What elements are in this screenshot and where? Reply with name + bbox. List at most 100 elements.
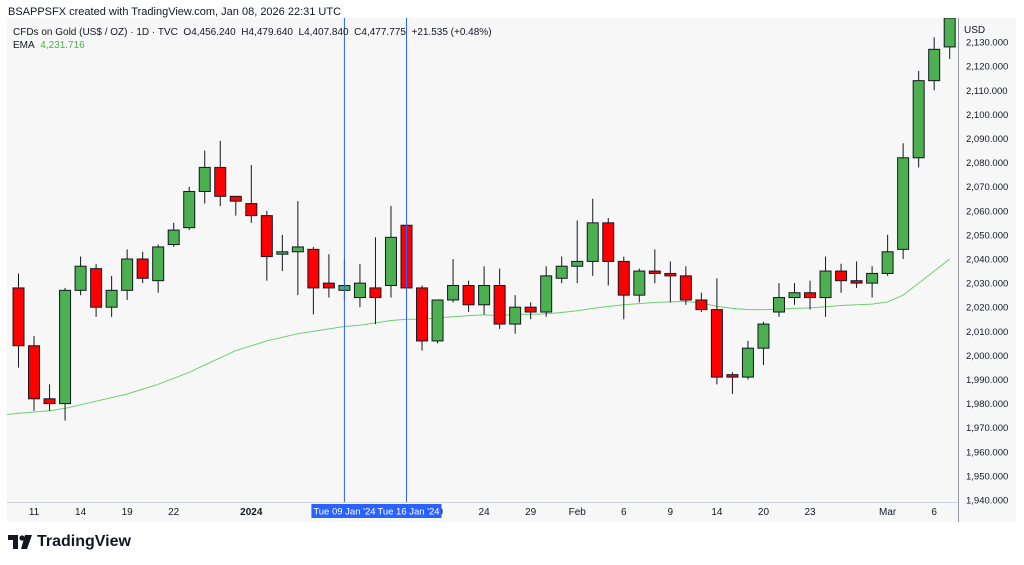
- candle[interactable]: [167, 222, 180, 247]
- candle[interactable]: [602, 218, 615, 286]
- candle[interactable]: [416, 285, 429, 351]
- candle[interactable]: [478, 266, 491, 315]
- candle[interactable]: [881, 234, 894, 276]
- tradingview-logo-icon: [8, 535, 32, 549]
- candle[interactable]: [726, 372, 739, 394]
- candle[interactable]: [586, 198, 599, 276]
- candle-body: [881, 251, 894, 274]
- candle-body: [943, 18, 956, 48]
- x-tick-label: Feb: [569, 507, 587, 518]
- candle-body: [726, 374, 739, 378]
- candle[interactable]: [571, 220, 584, 284]
- candle[interactable]: [555, 256, 568, 284]
- y-tick-label: 2,120.000: [966, 62, 1008, 73]
- candle[interactable]: [136, 251, 149, 284]
- candle[interactable]: [74, 256, 87, 296]
- candle[interactable]: [757, 321, 770, 366]
- candle[interactable]: [276, 234, 289, 272]
- candle[interactable]: [835, 263, 848, 293]
- candle[interactable]: [943, 18, 956, 59]
- candle[interactable]: [710, 278, 723, 385]
- candle[interactable]: [12, 273, 25, 368]
- candle[interactable]: [307, 246, 320, 315]
- candle[interactable]: [509, 295, 522, 334]
- candle[interactable]: [90, 263, 103, 317]
- y-tick-label: 2,020.000: [966, 303, 1008, 314]
- open-label: O: [183, 27, 192, 38]
- candle-body: [757, 323, 770, 349]
- candle[interactable]: [322, 254, 335, 298]
- candle-body: [245, 203, 258, 217]
- candle-body: [152, 246, 165, 282]
- candle[interactable]: [229, 195, 242, 216]
- candle[interactable]: [679, 266, 692, 305]
- candle[interactable]: [353, 263, 366, 308]
- candle[interactable]: [741, 340, 754, 380]
- candle-body: [524, 306, 537, 313]
- candle[interactable]: [384, 205, 397, 298]
- y-tick-label: 1,970.000: [966, 423, 1008, 434]
- y-tick-label: 2,100.000: [966, 110, 1008, 121]
- candle[interactable]: [788, 283, 801, 305]
- x-tick-label: 14: [711, 507, 723, 518]
- candle[interactable]: [291, 201, 304, 296]
- candle[interactable]: [850, 261, 863, 288]
- candle-body: [509, 306, 522, 325]
- plot-area[interactable]: [7, 18, 956, 421]
- y-tick-label: 2,000.000: [966, 351, 1008, 362]
- candle-body: [276, 251, 289, 255]
- candle[interactable]: [524, 302, 537, 320]
- candle[interactable]: [105, 275, 118, 317]
- candle-body: [447, 285, 460, 301]
- candle[interactable]: [152, 244, 165, 293]
- candle[interactable]: [431, 299, 444, 344]
- candle[interactable]: [447, 259, 460, 303]
- currency-unit[interactable]: USD: [964, 25, 986, 36]
- candle-body: [695, 299, 708, 311]
- symbol-label[interactable]: CFDs on Gold (US$ / OZ) · 1D · TVC: [13, 27, 178, 38]
- candle[interactable]: [804, 280, 817, 310]
- candle[interactable]: [633, 268, 646, 303]
- candle-body: [105, 289, 118, 308]
- candle[interactable]: [928, 37, 941, 91]
- candle[interactable]: [819, 256, 832, 317]
- tradingview-brand: TradingView: [8, 533, 131, 551]
- candle[interactable]: [648, 249, 661, 284]
- candle-body: [602, 222, 615, 262]
- candle[interactable]: [43, 384, 56, 411]
- ema-label[interactable]: EMA: [13, 40, 35, 51]
- candle[interactable]: [462, 280, 475, 313]
- candle[interactable]: [245, 165, 258, 223]
- candle[interactable]: [866, 266, 879, 298]
- x-tick-label: 23: [804, 507, 816, 518]
- candle[interactable]: [260, 210, 273, 281]
- candle-body: [214, 166, 227, 197]
- candle-body: [835, 270, 848, 282]
- candle-body: [478, 285, 491, 306]
- candle[interactable]: [540, 266, 553, 317]
- candle[interactable]: [121, 249, 134, 300]
- candle[interactable]: [369, 237, 382, 325]
- candle[interactable]: [772, 283, 785, 317]
- candle[interactable]: [59, 287, 72, 421]
- candle-body: [710, 309, 723, 378]
- candle-body: [493, 285, 506, 325]
- y-tick-label: 2,040.000: [966, 255, 1008, 266]
- candle[interactable]: [664, 261, 677, 303]
- candle[interactable]: [493, 268, 506, 329]
- candle[interactable]: [198, 150, 211, 204]
- high-label: H: [241, 27, 249, 38]
- candle[interactable]: [183, 186, 196, 231]
- chart-frame[interactable]: [7, 18, 1016, 522]
- candle[interactable]: [214, 140, 227, 206]
- candle-body: [788, 292, 801, 299]
- candle[interactable]: [28, 336, 41, 411]
- candle[interactable]: [617, 256, 630, 320]
- x-tick-label: 9: [668, 507, 674, 518]
- high-value: 4,479.640: [248, 27, 293, 38]
- crosshair-date-label: Tue 16 Jan '24: [377, 507, 439, 518]
- candle[interactable]: [897, 143, 910, 259]
- candle[interactable]: [912, 71, 925, 168]
- candle[interactable]: [695, 292, 708, 313]
